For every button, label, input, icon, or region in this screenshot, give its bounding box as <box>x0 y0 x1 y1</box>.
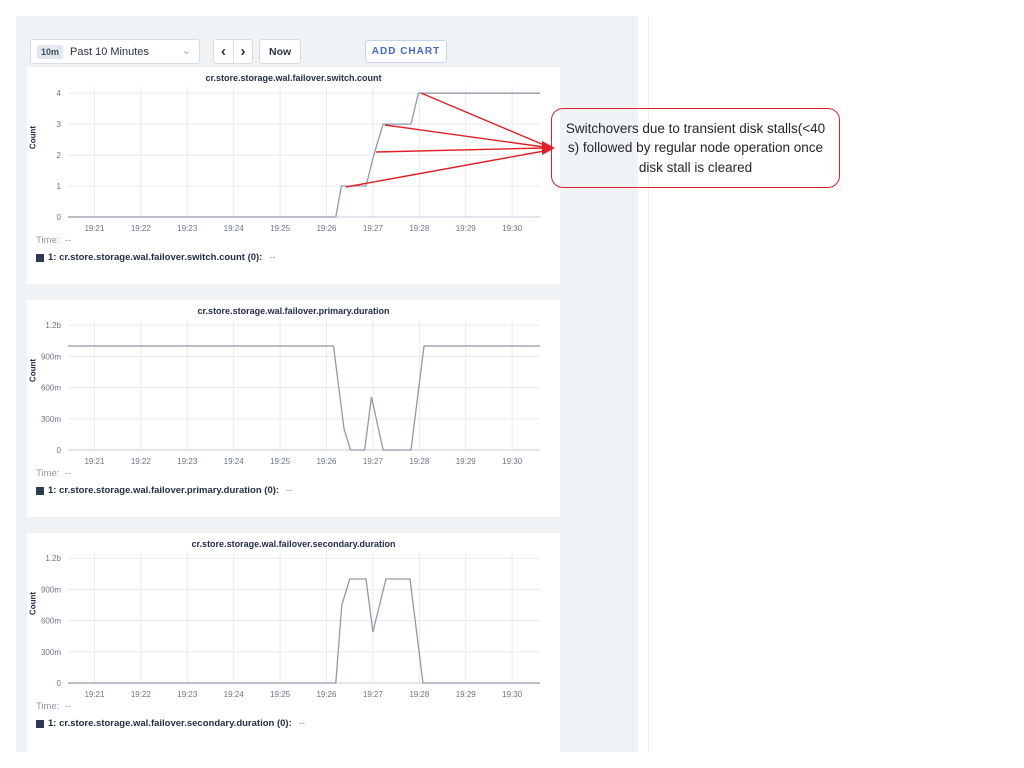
svg-text:19:26: 19:26 <box>316 690 337 699</box>
svg-text:19:23: 19:23 <box>177 457 198 466</box>
chevron-down-icon: ⌄ <box>181 45 191 57</box>
svg-text:4: 4 <box>57 89 62 98</box>
svg-text:0: 0 <box>57 679 62 688</box>
series-swatch-icon <box>36 253 44 262</box>
legend-time-label: Time: <box>36 701 60 712</box>
svg-text:19:25: 19:25 <box>270 457 291 466</box>
svg-text:19:27: 19:27 <box>363 224 384 233</box>
svg-text:1.2b: 1.2b <box>45 321 61 330</box>
svg-text:19:27: 19:27 <box>363 690 384 699</box>
svg-text:3: 3 <box>57 120 62 129</box>
legend-time-value: -- <box>64 468 72 479</box>
time-step-group: ‹ › <box>213 39 253 64</box>
legend-series-row[interactable]: 1: cr.store.storage.wal.failover.primary… <box>36 485 292 496</box>
svg-text:19:26: 19:26 <box>316 457 337 466</box>
chart-card-secondary-duration: cr.store.storage.wal.failover.secondary.… <box>27 533 560 752</box>
chart-title: cr.store.storage.wal.failover.switch.cou… <box>205 73 382 83</box>
svg-text:1: 1 <box>57 182 62 191</box>
svg-text:300m: 300m <box>41 648 61 657</box>
svg-text:600m: 600m <box>41 617 61 626</box>
svg-text:19:28: 19:28 <box>409 224 430 233</box>
svg-text:19:23: 19:23 <box>177 690 198 699</box>
legend-series-label: 1: cr.store.storage.wal.failover.seconda… <box>48 718 292 729</box>
legend-series-label: 1: cr.store.storage.wal.failover.primary… <box>48 485 280 496</box>
svg-text:19:30: 19:30 <box>502 690 523 699</box>
next-range-button[interactable]: › <box>233 40 252 63</box>
svg-text:19:21: 19:21 <box>84 457 105 466</box>
legend-time-label: Time: <box>36 235 60 246</box>
svg-text:19:21: 19:21 <box>84 690 105 699</box>
legend-time-row: Time: -- <box>36 701 305 712</box>
svg-text:0: 0 <box>57 213 62 222</box>
legend-series-label: 1: cr.store.storage.wal.failover.switch.… <box>48 252 263 263</box>
svg-text:600m: 600m <box>41 384 61 393</box>
prev-range-button[interactable]: ‹ <box>221 43 226 60</box>
time-range-badge: 10m <box>37 44 64 59</box>
legend-series-value: -- <box>269 252 276 263</box>
legend-series-row[interactable]: 1: cr.store.storage.wal.failover.switch.… <box>36 252 276 263</box>
svg-text:19:24: 19:24 <box>224 457 245 466</box>
chart-title: cr.store.storage.wal.failover.primary.du… <box>197 306 390 316</box>
chart-legend: Time: -- 1: cr.store.storage.wal.failove… <box>36 701 305 729</box>
panel-divider <box>648 16 649 752</box>
svg-text:19:27: 19:27 <box>363 457 384 466</box>
svg-text:1.2b: 1.2b <box>45 554 61 563</box>
svg-text:19:22: 19:22 <box>131 690 152 699</box>
chart-plot[interactable]: 19:21 19:22 19:23 19:24 19:25 19:26 19:27 19:28… <box>27 549 560 701</box>
svg-text:19:22: 19:22 <box>131 457 152 466</box>
svg-text:19:29: 19:29 <box>456 690 477 699</box>
series-swatch-icon <box>36 486 44 495</box>
series-swatch-icon <box>36 719 44 728</box>
svg-text:19:24: 19:24 <box>224 690 245 699</box>
svg-text:19:28: 19:28 <box>409 690 430 699</box>
legend-series-value: -- <box>298 718 306 729</box>
chart-legend: Time: -- 1: cr.store.storage.wal.failove… <box>36 235 276 263</box>
chart-title: cr.store.storage.wal.failover.secondary.… <box>191 539 396 549</box>
time-range-label: Past 10 Minutes <box>70 45 149 58</box>
chart-plot[interactable]: 19:21 19:22 19:23 19:24 19:25 19:26 19:27 19:28… <box>27 316 560 468</box>
chart-legend: Time: -- 1: cr.store.storage.wal.failove… <box>36 468 292 496</box>
now-button[interactable]: Now <box>259 39 302 64</box>
svg-text:19:28: 19:28 <box>409 457 430 466</box>
svg-text:900m: 900m <box>41 352 61 361</box>
time-range-select[interactable]: 10m Past 10 Minutes ⌄ <box>30 39 200 64</box>
svg-text:19:23: 19:23 <box>177 224 198 233</box>
svg-text:19:30: 19:30 <box>502 457 523 466</box>
svg-text:19:29: 19:29 <box>456 224 477 233</box>
chart-plot[interactable]: 19:21 19:22 19:23 19:24 19:25 19:26 19:27 19:28… <box>27 83 560 235</box>
svg-text:19:30: 19:30 <box>502 224 523 233</box>
svg-text:19:26: 19:26 <box>316 224 337 233</box>
svg-text:900m: 900m <box>41 585 61 594</box>
svg-text:19:25: 19:25 <box>270 224 291 233</box>
add-chart-button[interactable]: ADD CHART <box>365 40 447 63</box>
svg-text:19:29: 19:29 <box>456 457 477 466</box>
chart-card-primary-duration: cr.store.storage.wal.failover.primary.du… <box>27 300 560 517</box>
annotation-callout: Switchovers due to transient disk stalls… <box>551 108 840 188</box>
svg-text:2: 2 <box>57 151 62 160</box>
svg-text:19:21: 19:21 <box>84 224 105 233</box>
svg-text:19:24: 19:24 <box>224 224 245 233</box>
legend-time-row: Time: -- <box>36 235 276 246</box>
legend-series-value: -- <box>286 485 293 496</box>
legend-time-label: Time: <box>36 468 60 479</box>
svg-text:19:25: 19:25 <box>270 690 291 699</box>
legend-series-row[interactable]: 1: cr.store.storage.wal.failover.seconda… <box>36 718 305 729</box>
svg-text:0: 0 <box>57 446 62 455</box>
legend-time-row: Time: -- <box>36 468 292 479</box>
legend-time-value: -- <box>64 235 72 246</box>
legend-time-value: -- <box>64 701 72 712</box>
svg-text:300m: 300m <box>41 415 61 424</box>
annotation-text: Switchovers due to transient disk stalls… <box>565 121 826 175</box>
chart-card-switch-count: cr.store.storage.wal.failover.switch.cou… <box>27 67 560 284</box>
svg-text:19:22: 19:22 <box>131 224 152 233</box>
